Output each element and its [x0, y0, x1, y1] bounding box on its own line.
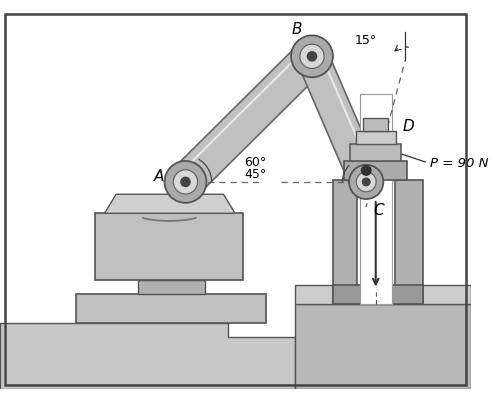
Text: P = 90 N: P = 90 N — [430, 157, 489, 170]
Circle shape — [361, 166, 371, 175]
Text: 15°: 15° — [354, 34, 376, 47]
Text: A: A — [153, 169, 164, 184]
Text: C: C — [374, 203, 385, 218]
Polygon shape — [356, 130, 396, 144]
Text: B: B — [292, 22, 302, 38]
Circle shape — [300, 44, 324, 69]
Text: D: D — [402, 119, 414, 134]
Text: 60°: 60° — [245, 156, 267, 169]
Polygon shape — [350, 144, 401, 161]
Text: 45°: 45° — [244, 168, 266, 181]
Circle shape — [349, 165, 383, 199]
Polygon shape — [76, 294, 266, 323]
Polygon shape — [395, 180, 423, 304]
Polygon shape — [104, 194, 235, 213]
Polygon shape — [297, 50, 381, 188]
Circle shape — [362, 178, 370, 186]
Polygon shape — [359, 95, 392, 304]
Polygon shape — [295, 304, 471, 389]
Circle shape — [356, 172, 376, 192]
Polygon shape — [333, 180, 357, 304]
Polygon shape — [363, 118, 388, 130]
Polygon shape — [173, 43, 325, 195]
Polygon shape — [0, 323, 295, 389]
Circle shape — [181, 177, 190, 186]
Circle shape — [173, 170, 198, 194]
Circle shape — [307, 52, 317, 61]
Polygon shape — [333, 284, 423, 304]
Circle shape — [291, 36, 333, 77]
Circle shape — [164, 161, 206, 203]
Polygon shape — [345, 161, 407, 180]
Polygon shape — [138, 280, 204, 294]
Polygon shape — [95, 213, 243, 280]
Polygon shape — [295, 284, 471, 304]
